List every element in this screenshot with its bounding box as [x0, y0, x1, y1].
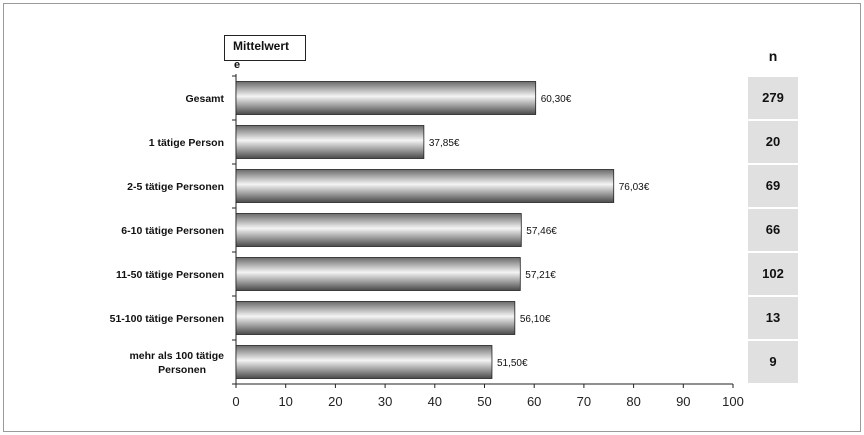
- x-tick-label: 0: [232, 394, 239, 409]
- legend-tail-text: e: [234, 59, 241, 71]
- bar: [235, 125, 425, 159]
- legend-box: Mittelwert: [224, 35, 306, 61]
- n-cell: 9: [748, 341, 798, 383]
- x-tick-label: 10: [278, 394, 292, 409]
- n-cell: 69: [748, 165, 798, 207]
- bar-value-label: 37,85€: [429, 138, 460, 149]
- bar: [235, 257, 521, 291]
- category-label: Gesamt: [185, 93, 224, 105]
- x-tick-label: 100: [722, 394, 744, 409]
- category-label: 2-5 tätige Personen: [127, 181, 224, 193]
- n-cell: 279: [748, 77, 798, 119]
- category-label: mehr als 100 tätige: [129, 350, 224, 362]
- bar-value-label: 57,46€: [526, 226, 557, 237]
- bar: [235, 81, 537, 115]
- category-label: 11-50 tätige Personen: [116, 269, 224, 281]
- x-tick-label: 20: [328, 394, 342, 409]
- n-cell: 13: [748, 297, 798, 339]
- bar: [235, 169, 615, 203]
- bar: [235, 301, 516, 335]
- category-label: Personen: [158, 364, 206, 376]
- category-label: 6-10 tätige Personen: [121, 225, 224, 237]
- x-tick-label: 90: [676, 394, 690, 409]
- x-tick-label: 50: [477, 394, 491, 409]
- bar: [235, 345, 493, 379]
- x-tick-label: 40: [428, 394, 442, 409]
- x-tick-label: 70: [577, 394, 591, 409]
- category-label: 51-100 tätige Personen: [110, 313, 224, 325]
- bar: [235, 213, 522, 247]
- bar-value-label: 56,10€: [520, 314, 551, 325]
- n-cell: 20: [748, 121, 798, 163]
- legend-label: Mittelwert: [233, 39, 290, 53]
- chart-frame: [3, 3, 861, 432]
- bar-value-label: 76,03€: [619, 182, 650, 193]
- x-tick-label: 30: [378, 394, 392, 409]
- bar-value-label: 57,21€: [525, 270, 556, 281]
- x-tick-label: 60: [527, 394, 541, 409]
- category-label: 1 tätige Person: [149, 137, 224, 149]
- n-cell: 66: [748, 209, 798, 251]
- n-column-header: n: [768, 48, 778, 64]
- bar-value-label: 60,30€: [541, 94, 572, 105]
- x-tick-label: 80: [626, 394, 640, 409]
- n-cell: 102: [748, 253, 798, 295]
- bar-value-label: 51,50€: [497, 358, 528, 369]
